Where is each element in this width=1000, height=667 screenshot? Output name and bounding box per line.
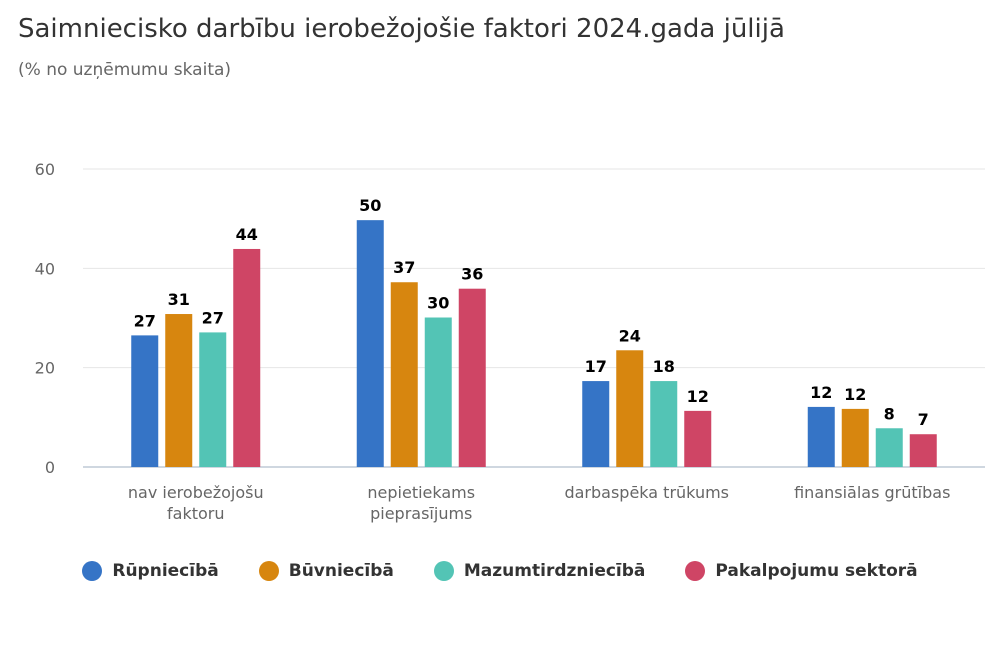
data-label: 37 [393,258,415,277]
legend-label: Būvniecībā [288,561,394,581]
data-label: 12 [810,383,832,402]
bar [684,410,712,467]
legend-marker [82,561,103,581]
bar [233,248,261,467]
data-label: 50 [359,196,381,215]
legend-item[interactable]: Mazumtirdzniecībā [433,561,646,581]
bar [356,220,384,467]
legend-marker [258,561,279,581]
bar [841,408,869,467]
bar [909,434,937,467]
legend-label: Rūpniecībā [112,561,219,581]
y-tick-label: 20 [35,359,55,378]
x-tick-label: nav ierobežojošu [128,483,264,502]
x-tick-label: finansiālas grūtības [794,483,950,502]
data-label: 27 [134,311,156,330]
data-label: 12 [687,387,709,406]
x-tick-label: darbaspēka trūkums [564,483,729,502]
legend-item[interactable]: Pakalpojumu sektorā [685,561,918,581]
x-tick-label: nepietiekams [367,483,475,502]
bar [131,335,159,467]
x-tick-label: pieprasījums [370,504,472,523]
x-tick-label: faktoru [167,504,224,523]
bar [458,288,486,467]
legend-marker [433,561,454,581]
legend-item[interactable]: Rūpniecībā [82,561,219,581]
legend-item[interactable]: Būvniecībā [258,561,394,581]
bar [807,406,835,467]
legend-label: Mazumtirdzniecībā [463,561,646,581]
bar [390,282,418,467]
y-tick-label: 0 [45,458,55,477]
data-label: 12 [844,385,866,404]
bar [199,332,227,467]
data-label: 36 [461,265,483,284]
data-label: 7 [918,410,929,429]
bar [616,350,644,467]
data-label: 18 [653,357,675,376]
data-label: 24 [619,326,641,345]
data-label: 30 [427,294,449,313]
data-label: 17 [585,357,607,376]
data-label: 27 [202,308,224,327]
chart-subtitle: (% no uzņēmumu skaita) [18,60,232,80]
y-tick-label: 40 [35,259,55,278]
bar [582,381,610,467]
legend-marker [685,561,706,581]
y-tick-label: 60 [35,160,55,179]
data-label: 8 [884,404,895,423]
bar [424,317,452,467]
chart-legend: Rūpniecībā Būvniecībā Mazumtirdzniecībā Pak… [0,561,1000,581]
bar [875,428,903,467]
bar [165,314,193,467]
bar [650,381,678,467]
chart-title: Saimniecisko darbību ierobežojošie fakto… [18,14,785,44]
legend-label: Pakalpojumu sektorā [715,561,918,581]
data-label: 44 [236,225,258,244]
data-label: 31 [168,290,190,309]
